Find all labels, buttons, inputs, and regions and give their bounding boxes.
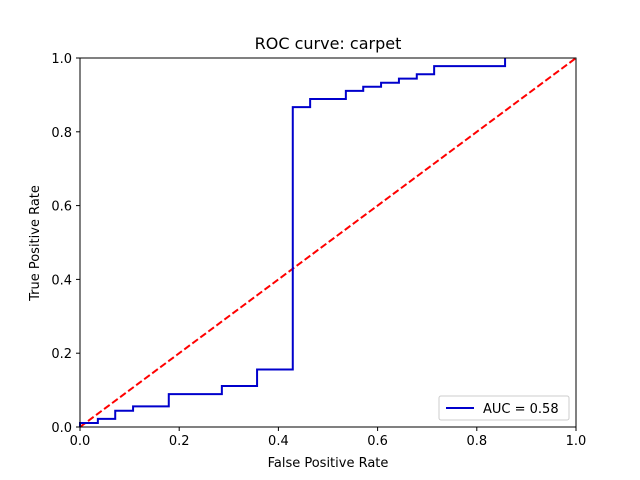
x-tick-label: 0.0 [70, 434, 91, 449]
chart-title: ROC curve: carpet [255, 34, 402, 53]
y-tick-label: 0.4 [51, 273, 72, 288]
y-tick-label: 0.2 [51, 347, 72, 362]
x-tick-label: 0.4 [268, 434, 289, 449]
y-tick-label: 0.0 [51, 421, 72, 436]
x-axis-label: False Positive Rate [268, 456, 389, 471]
plot-frame [79, 57, 577, 428]
legend-label: AUC = 0.58 [483, 402, 559, 417]
x-tick-label: 0.6 [367, 434, 388, 449]
x-tick-label: 0.2 [169, 434, 190, 449]
roc-curve-line [79, 58, 507, 427]
y-tick-label: 0.6 [51, 200, 72, 215]
x-tick-label: 1.0 [566, 434, 587, 449]
y-axis-label: True Positive Rate [28, 185, 43, 302]
axis-ticks: 0.0 0.2 0.4 0.6 0.8 1.0 0.0 0.2 0.4 0.6 0.8 1.0 [51, 52, 586, 449]
y-tick-label: 0.8 [51, 126, 72, 141]
legend-box [438, 395, 570, 421]
legend: AUC = 0.58 [438, 395, 570, 421]
chance-diagonal-line [79, 57, 577, 428]
plot-area [79, 57, 577, 428]
x-tick-label: 0.8 [466, 434, 487, 449]
y-tick-label: 1.0 [51, 52, 72, 67]
